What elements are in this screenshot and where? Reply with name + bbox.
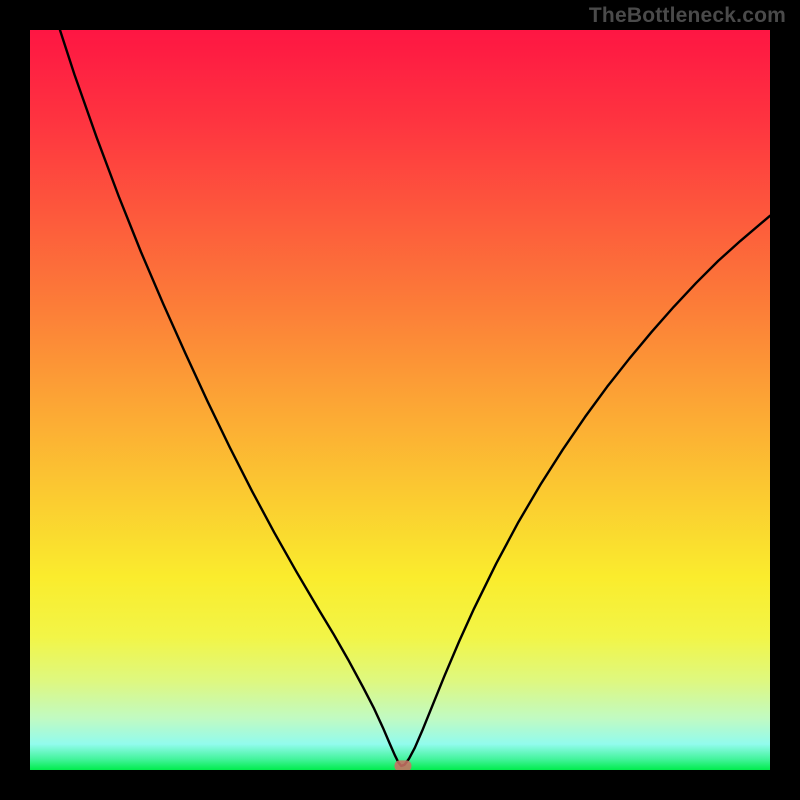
trough-marker (394, 760, 411, 771)
bottleneck-chart (0, 0, 800, 800)
plot-background (30, 30, 770, 770)
watermark-text: TheBottleneck.com (589, 4, 786, 28)
chart-frame: { "watermark": { "text": "TheBottleneck.… (0, 0, 800, 800)
